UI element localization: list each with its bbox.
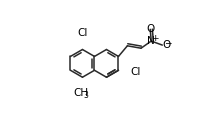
Text: −: −: [164, 38, 171, 47]
Text: Cl: Cl: [77, 28, 88, 38]
Text: 3: 3: [84, 91, 89, 100]
Text: CH: CH: [74, 88, 89, 98]
Text: N: N: [147, 36, 155, 46]
Text: Cl: Cl: [130, 67, 141, 77]
Text: O: O: [162, 40, 171, 50]
Text: +: +: [151, 34, 158, 43]
Text: O: O: [146, 24, 154, 34]
